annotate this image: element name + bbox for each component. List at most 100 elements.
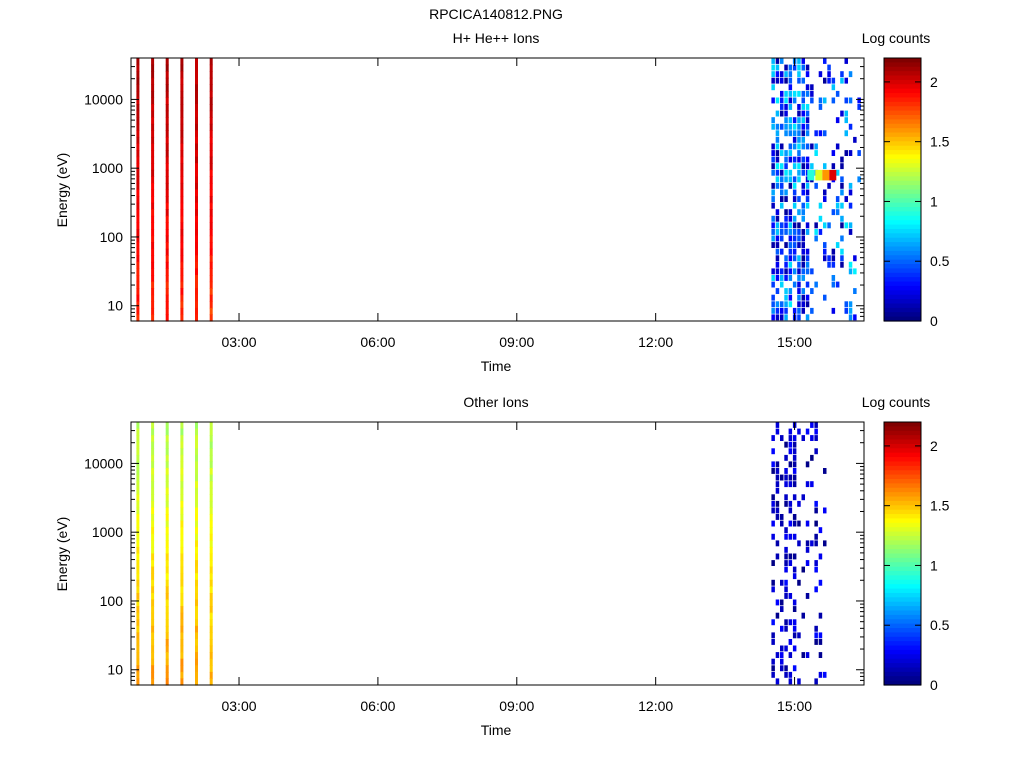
- heatmap-cell: [165, 281, 169, 289]
- heatmap-cell: [784, 481, 788, 488]
- heatmap-cell: [784, 97, 788, 104]
- heatmap-cell: [840, 222, 844, 229]
- colorbar-segment: [884, 303, 921, 309]
- heatmap-cell: [857, 104, 861, 110]
- heatmap-cell: [136, 606, 140, 614]
- heatmap-cell: [151, 255, 155, 263]
- heatmap-cell: [840, 182, 844, 189]
- heatmap-cell: [775, 169, 780, 176]
- heatmap-cell: [180, 169, 184, 177]
- heatmap-cell: [848, 202, 853, 209]
- heatmap-cell: [823, 58, 827, 64]
- heatmap-cell: [775, 248, 780, 255]
- heatmap-cell: [151, 242, 155, 250]
- heatmap-cell: [788, 435, 793, 441]
- heatmap-cell: [797, 242, 801, 248]
- heatmap-cell: [151, 546, 155, 555]
- heatmap-cell: [805, 461, 810, 468]
- colorbar-segment: [884, 299, 921, 305]
- heatmap-cell: [823, 189, 827, 196]
- heatmap-cell: [780, 163, 784, 170]
- heatmap-cell: [209, 639, 213, 647]
- heatmap-cell: [792, 533, 797, 540]
- heatmap-cell: [165, 314, 169, 322]
- heatmap-cell: [814, 422, 818, 428]
- heatmap-cell: [151, 487, 155, 495]
- heatmap-cell: [195, 586, 198, 594]
- heatmap-cell: [840, 156, 844, 163]
- heatmap-cell: [136, 448, 140, 456]
- heatmap-cell: [151, 235, 155, 243]
- colorbar-segment: [884, 285, 921, 291]
- heatmap-cell: [136, 169, 140, 177]
- heatmap-cell: [840, 235, 844, 242]
- heatmap-cell: [771, 560, 775, 566]
- colorbar-segment: [884, 145, 921, 151]
- heatmap-cell: [788, 123, 793, 130]
- heatmap-cell: [788, 150, 793, 156]
- heatmap-cell: [165, 527, 169, 535]
- heatmap-cell: [195, 235, 198, 243]
- x-axis-label: Time: [481, 722, 512, 738]
- heatmap-cell: [810, 540, 814, 547]
- heatmap-cell: [151, 261, 155, 269]
- heatmap-cell: [151, 448, 155, 456]
- heatmap-cell: [151, 58, 155, 66]
- heatmap-cell: [136, 566, 140, 574]
- heatmap-cell: [165, 123, 169, 131]
- heatmap-cell: [209, 215, 213, 223]
- colorbar-segment: [884, 233, 921, 239]
- heatmap-cell: [195, 606, 198, 614]
- heatmap-cell: [180, 130, 184, 138]
- heatmap-cell: [165, 58, 169, 66]
- heatmap-cell: [788, 294, 793, 301]
- heatmap-cell: [780, 222, 784, 229]
- colorbar-segment: [884, 514, 921, 520]
- heatmap-cell: [831, 150, 836, 156]
- heatmap-cell: [797, 500, 801, 507]
- heatmap-cell: [805, 593, 810, 599]
- figure-filename: RPCICA140812.PNG: [429, 6, 563, 22]
- heatmap-cell: [805, 110, 810, 117]
- heatmap-cell: [823, 540, 827, 547]
- heatmap-cell: [814, 428, 818, 435]
- heatmap-cell: [209, 163, 213, 171]
- heatmap-cell: [810, 90, 814, 97]
- heatmap-cell: [180, 468, 184, 476]
- heatmap-cell: [844, 307, 848, 314]
- heatmap-cell: [840, 176, 844, 183]
- heatmap-cell: [788, 639, 793, 645]
- colorbar-segment: [884, 106, 921, 112]
- colorbar-segment: [884, 237, 921, 243]
- heatmap-cell: [195, 150, 198, 158]
- heatmap-cell: [792, 182, 797, 189]
- heatmap-cell: [810, 288, 814, 294]
- heatmap-cell: [165, 209, 169, 217]
- heatmap-cell: [848, 123, 853, 130]
- heatmap-cell: [209, 71, 213, 79]
- colorbar: 0 0.5 1 1.5 2: [883, 57, 950, 329]
- colorbar-segment: [884, 123, 921, 129]
- heatmap-cell: [136, 527, 140, 535]
- heatmap-cell: [788, 209, 793, 216]
- heatmap-cell: [771, 77, 775, 84]
- heatmap-cell: [180, 248, 184, 256]
- heatmap-cell: [195, 288, 198, 296]
- heatmap-cell: [180, 639, 184, 647]
- heatmap-cell: [780, 58, 784, 64]
- heatmap-cell: [831, 84, 836, 91]
- heatmap-cell: [136, 586, 140, 594]
- heatmap-cell: [151, 169, 155, 177]
- heatmap-cell: [814, 507, 818, 514]
- heatmap-cell: [835, 169, 840, 176]
- heatmap-cell: [136, 229, 140, 237]
- heatmap-cell: [823, 242, 827, 248]
- heatmap-cell: [823, 163, 827, 170]
- heatmap-cell: [136, 288, 140, 296]
- heatmap-cell: [165, 625, 169, 633]
- heatmap-cell: [180, 156, 184, 164]
- heatmap-cell: [788, 268, 793, 275]
- heatmap-cell: [165, 454, 169, 463]
- heatmap-cell: [209, 104, 213, 112]
- y-tick-label: 1000: [92, 160, 123, 176]
